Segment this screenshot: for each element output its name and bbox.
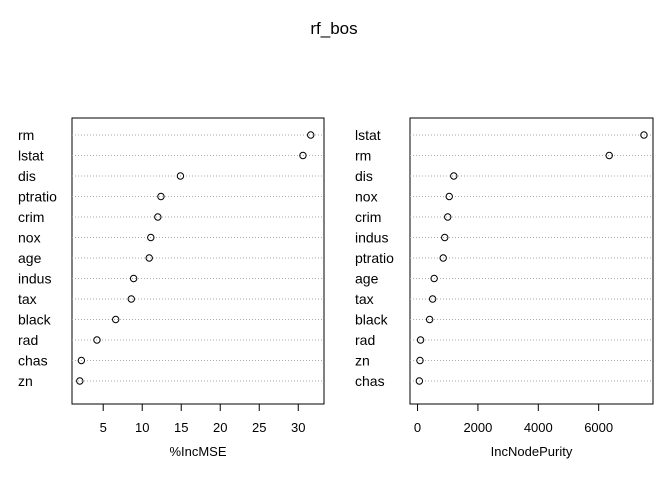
category-label: chas (355, 373, 385, 389)
category-label: lstat (355, 127, 381, 143)
data-point (299, 151, 307, 160)
data-point (445, 192, 453, 201)
data-point (147, 233, 155, 242)
category-label: rm (355, 148, 371, 164)
category-label: black (355, 312, 389, 328)
data-point (444, 213, 452, 221)
data-point (416, 336, 425, 344)
plot-frame (71, 117, 325, 405)
data-point (441, 233, 449, 242)
data-point (605, 151, 613, 160)
panel-incmse: rm lstat dis ptratio crim nox age indus tax black… (18, 117, 325, 459)
x-tick-label: 15 (174, 420, 188, 435)
category-label: indus (355, 230, 388, 246)
panel-incnodepurity: lstat rm dis nox crim indus ptratio age tax black… (355, 117, 654, 459)
category-label: chas (18, 353, 48, 369)
x-tick-label: 20 (213, 420, 227, 435)
data-point (428, 295, 437, 303)
data-point (154, 213, 162, 221)
chart-title: rf_bos (310, 19, 357, 38)
category-label: crim (18, 209, 44, 225)
category-label: age (355, 271, 379, 287)
data-point (430, 274, 438, 283)
x-tick-label: 6000 (584, 420, 613, 435)
plot-frame (409, 117, 654, 405)
x-axis-label: IncNodePurity (491, 444, 573, 459)
x-tick-label: 2000 (463, 420, 492, 435)
data-point (111, 315, 120, 324)
data-point (450, 172, 458, 180)
data-point (129, 274, 138, 283)
category-label: tax (18, 291, 37, 307)
category-label: tax (355, 291, 374, 307)
x-tick-label: 5 (100, 420, 107, 435)
x-axis-label: %IncMSE (169, 444, 226, 459)
category-label: lstat (18, 148, 44, 164)
x-tick-label: 30 (291, 420, 305, 435)
data-point (176, 172, 185, 180)
x-tick-label: 4000 (524, 420, 553, 435)
category-label: ptratio (355, 250, 394, 266)
category-label: zn (355, 353, 370, 369)
category-label: rad (18, 332, 38, 348)
x-tick-label: 25 (252, 420, 266, 435)
data-point (76, 377, 84, 385)
category-label: indus (18, 271, 51, 287)
x-tick-label: 10 (135, 420, 149, 435)
category-label: dis (355, 168, 373, 184)
category-label: nox (355, 189, 378, 205)
data-point (307, 131, 315, 139)
category-label: zn (18, 373, 33, 389)
data-point (127, 295, 135, 303)
data-point (415, 377, 424, 385)
x-tick-label: 0 (414, 420, 421, 435)
data-point (157, 192, 165, 201)
data-point (425, 315, 434, 324)
data-point (145, 254, 153, 262)
category-label: dis (18, 168, 36, 184)
data-point (439, 254, 447, 262)
category-label: black (18, 312, 52, 328)
category-label: nox (18, 230, 41, 246)
category-label: ptratio (18, 189, 57, 205)
category-label: rm (18, 127, 34, 143)
category-label: age (18, 250, 42, 266)
data-point (416, 356, 424, 365)
data-point (77, 356, 86, 365)
data-point (640, 131, 648, 139)
data-point (93, 336, 101, 344)
category-label: crim (355, 209, 381, 225)
category-label: rad (355, 332, 375, 348)
